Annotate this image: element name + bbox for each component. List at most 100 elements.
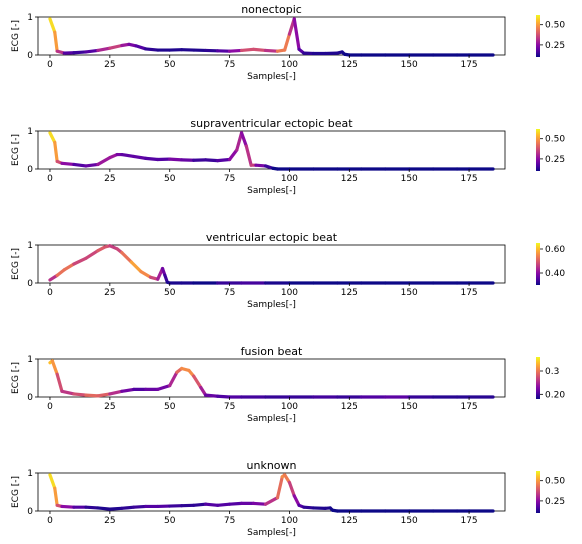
- colorbar-tick-label: 0.3: [545, 367, 559, 377]
- ecg-segment: [60, 504, 76, 509]
- y-axis-label: ECG [-]: [11, 362, 21, 394]
- axes-frame: [37, 16, 506, 56]
- ecg-segment: [84, 505, 100, 510]
- axes-frame: [37, 244, 506, 284]
- ecg-segment: [53, 30, 59, 53]
- y-tick-label: 1: [27, 241, 33, 251]
- y-tick-label: 1: [27, 355, 33, 365]
- x-tick-label: 25: [104, 288, 115, 298]
- ecg-segment: [120, 387, 136, 393]
- x-tick-label: 150: [401, 60, 418, 70]
- x-tick-label: 150: [401, 402, 418, 412]
- ecg-segment: [50, 359, 59, 376]
- x-tick-label: 100: [281, 402, 298, 412]
- x-tick-label: 125: [341, 402, 358, 412]
- ecg-segment: [60, 161, 76, 167]
- x-tick-label: 50: [164, 60, 176, 70]
- ecg-segment: [84, 393, 100, 398]
- ecg-segment: [72, 392, 88, 397]
- x-tick-label: 25: [104, 402, 115, 412]
- colorbar-tick-label: 0.50: [545, 477, 565, 487]
- x-axis-label: Samples[-]: [247, 300, 296, 310]
- ecg-segment: [216, 502, 232, 507]
- colorbar: [536, 15, 540, 57]
- ecg-segment: [120, 251, 133, 264]
- ecg-segment: [168, 370, 179, 388]
- y-tick-label: 0: [27, 507, 33, 517]
- panel-3: fusion beat 0 25 50 75 100 125 150 175 0 1 Samples[…: [11, 345, 565, 424]
- ecg-segment: [72, 162, 88, 168]
- ecg-segment: [108, 43, 124, 50]
- x-axis-label: Samples[-]: [247, 528, 296, 538]
- ecg-segment: [254, 163, 268, 168]
- x-tick-label: 25: [104, 174, 115, 184]
- panel-title: nonectopic: [241, 3, 302, 16]
- x-tick-label: 125: [341, 60, 358, 70]
- ecg-segment: [192, 502, 208, 507]
- x-tick-label: 175: [460, 60, 477, 70]
- y-tick-label: 1: [27, 127, 33, 137]
- x-tick-label: 50: [164, 288, 176, 298]
- ecg-segment: [134, 44, 148, 51]
- colorbar: [536, 243, 540, 285]
- ecg-segment: [227, 501, 244, 506]
- axes-frame: [37, 358, 506, 398]
- ecg-segment: [84, 162, 100, 168]
- x-tick-label: 100: [281, 516, 298, 526]
- ecg-segment: [60, 389, 76, 396]
- x-axis-label: Samples[-]: [247, 72, 296, 82]
- ecg-segment: [204, 502, 220, 507]
- ecg-segment: [204, 393, 220, 398]
- x-tick-label: 100: [281, 288, 298, 298]
- y-axis-label: ECG [-]: [11, 248, 21, 280]
- ecg-segment: [239, 131, 248, 148]
- axes-frame: [37, 472, 506, 512]
- panel-2: ventricular ectopic beat 0 25 50 75 100 125 150…: [11, 231, 565, 310]
- colorbar-tick-label: 0.50: [545, 21, 565, 31]
- ecg-segment: [96, 156, 112, 167]
- colorbar: [536, 471, 540, 513]
- ecg-segment: [275, 475, 284, 500]
- ecg-segment: [144, 47, 160, 52]
- ecg-segment: [96, 506, 112, 511]
- ecg-segment: [96, 46, 112, 53]
- x-tick-label: 100: [281, 60, 298, 70]
- x-tick-label: 150: [401, 516, 418, 526]
- ecg-segment: [139, 270, 153, 279]
- x-tick-label: 50: [164, 174, 176, 184]
- colorbar-tick-label: 0.60: [545, 245, 565, 255]
- colorbar: [536, 129, 540, 171]
- ecg-segment: [235, 131, 244, 152]
- ecg-segment: [48, 17, 57, 34]
- x-tick-label: 50: [164, 516, 176, 526]
- ecg-segment: [251, 47, 268, 53]
- x-tick-label: 0: [47, 402, 53, 412]
- x-tick-label: 75: [224, 288, 235, 298]
- panel-title: unknown: [247, 459, 297, 472]
- ecg-segment: [48, 473, 57, 490]
- y-axis-label: ECG [-]: [11, 20, 21, 52]
- ecg-segment: [287, 480, 296, 498]
- ecg-segment: [96, 392, 112, 398]
- x-tick-label: 150: [401, 288, 418, 298]
- x-tick-label: 75: [224, 402, 235, 412]
- ecg-segment: [204, 158, 220, 163]
- colorbar-tick-label: 0.50: [545, 135, 565, 145]
- panel-title: ventricular ectopic beat: [206, 231, 338, 244]
- x-tick-label: 125: [341, 174, 358, 184]
- ecg-segment: [55, 372, 64, 393]
- x-tick-label: 25: [104, 60, 115, 70]
- ecg-segment: [120, 505, 136, 510]
- y-tick-label: 0: [27, 279, 33, 289]
- panel-title: supraventricular ectopic beat: [190, 117, 353, 130]
- y-tick-label: 1: [27, 13, 33, 23]
- x-tick-label: 75: [224, 174, 235, 184]
- y-tick-label: 0: [27, 393, 33, 403]
- ecg-segment: [227, 148, 239, 162]
- y-tick-label: 0: [27, 51, 33, 61]
- ecg-segment: [84, 249, 100, 260]
- x-tick-label: 175: [460, 174, 477, 184]
- x-tick-label: 0: [47, 174, 53, 184]
- ecg-segment: [48, 131, 57, 144]
